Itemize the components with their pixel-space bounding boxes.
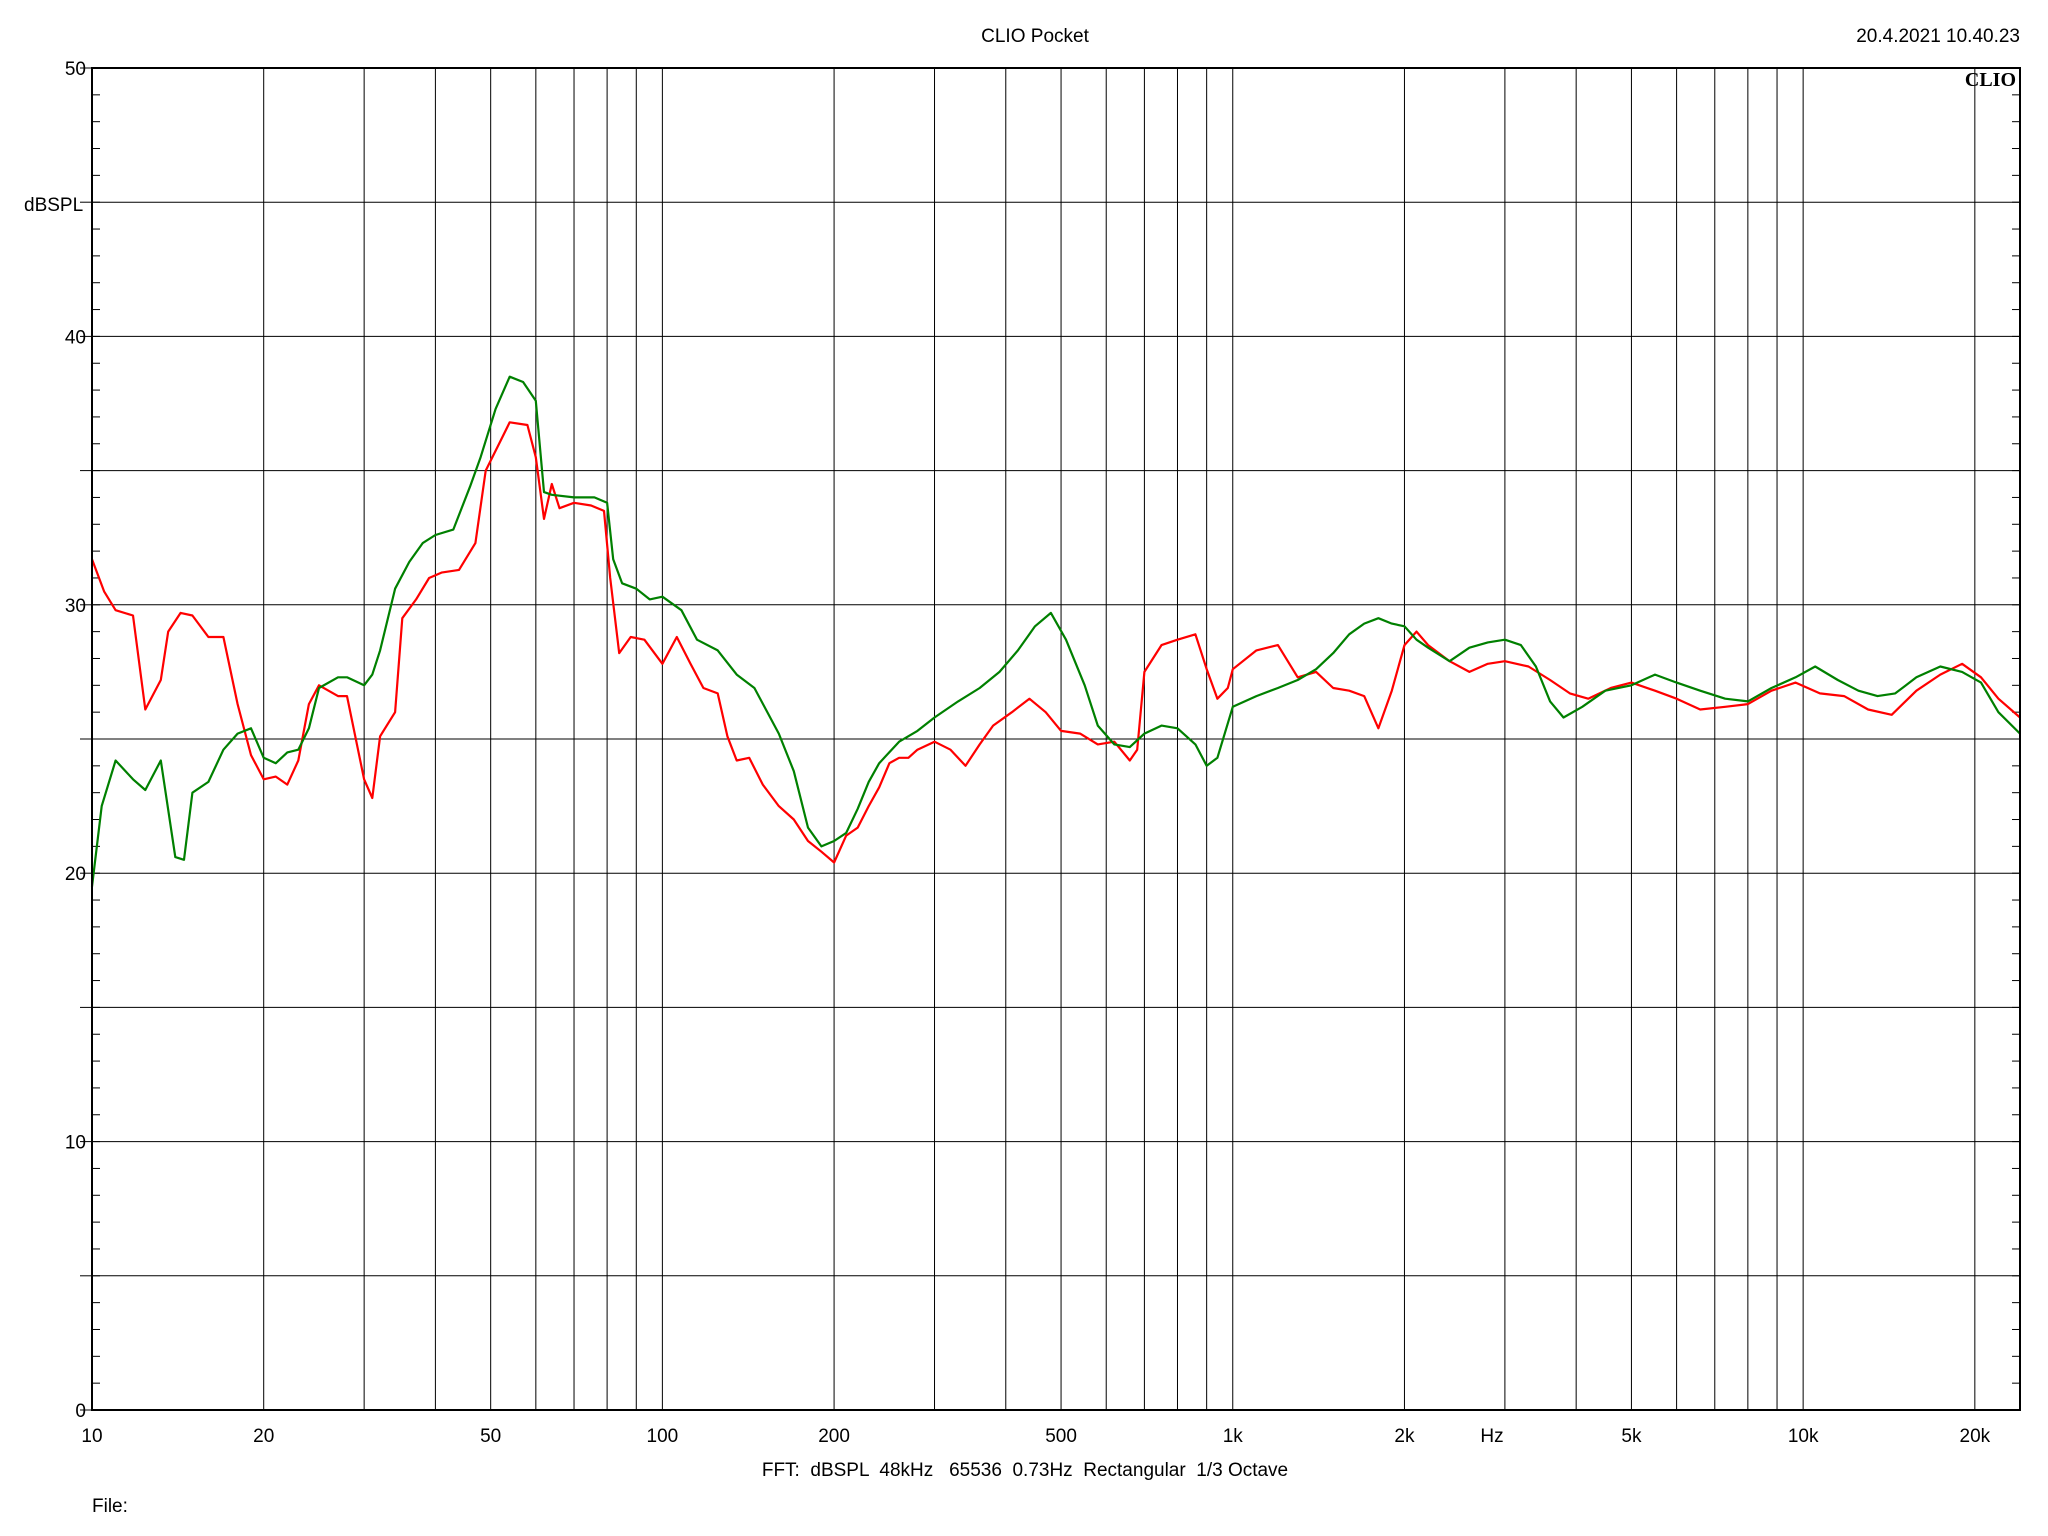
x-tick-label: 500 [1045,1426,1077,1447]
series-line-red [90,421,2021,864]
brand-logo: CLIO [1965,69,2016,91]
x-tick-label: 5k [1621,1426,1642,1447]
y-tick-label: 10 [65,1133,86,1154]
y-tick-label: 20 [65,864,86,885]
series-line-green [90,375,2021,887]
grid [80,67,2020,1411]
x-tick-label: 20 [253,1426,274,1447]
series-layer [90,375,2021,887]
x-tick-label: 2k [1394,1426,1415,1447]
x-tick-label: 1k [1223,1426,1244,1447]
x-tick-label: 10k [1788,1426,1819,1447]
y-tick-label: 0 [75,1401,86,1422]
chart-title: CLIO Pocket [981,26,1089,47]
fft-settings: FFT: dBSPL 48kHz 65536 0.73Hz Rectangula… [762,1460,1288,1481]
x-axis-label: Hz [1480,1426,1503,1447]
y-tick-label: 30 [65,596,86,617]
x-tick-label: 200 [818,1426,850,1447]
y-tick-label: 40 [65,327,86,348]
y-axis-label: dBSPL [24,195,83,216]
y-tick-label: 50 [65,59,86,80]
x-tick-label: 20k [1960,1426,1991,1447]
x-tick-label: 10 [81,1426,102,1447]
timestamp: 20.4.2021 10.40.23 [1856,26,2020,47]
plot-frame [91,67,2021,1411]
x-tick-label: 100 [647,1426,679,1447]
tick-labels: 10 20 50 100 200 500 1k 2k 5k 10k 20k 0 10 20 30 40 50 [65,59,1991,1447]
x-tick-label: 50 [480,1426,501,1447]
file-label: File: [92,1496,128,1517]
